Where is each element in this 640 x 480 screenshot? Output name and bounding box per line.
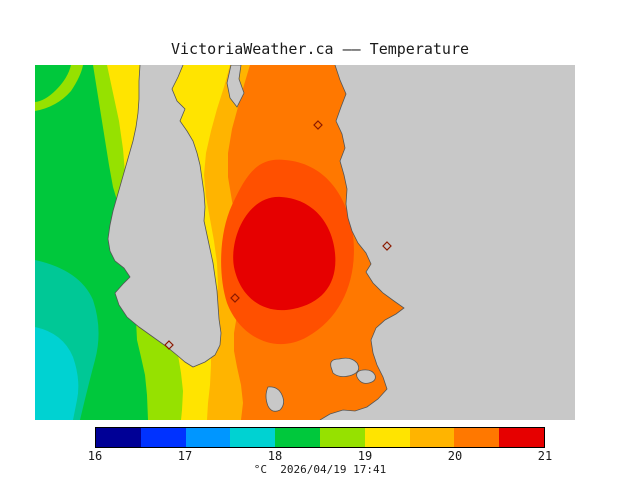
colorbar-tick-label: 19 [357, 449, 373, 463]
station-marker-icon [382, 241, 392, 251]
colorbar-tick-label: 20 [447, 449, 463, 463]
colorbar-ticks: 16 17 18 19 20 21 [88, 449, 552, 463]
colorbar-tick-label: 18 [267, 449, 283, 463]
water-north-notch [226, 64, 245, 108]
island [356, 369, 376, 384]
colorbar-cell [409, 428, 455, 447]
region-red-core [233, 196, 336, 311]
colorbar-cell [275, 428, 320, 447]
colorbar-cell [185, 428, 231, 447]
water-east-strait [320, 65, 575, 420]
region-cyan [35, 327, 79, 420]
station-marker-icon [230, 293, 240, 303]
colorbar-tick-label: 17 [177, 449, 193, 463]
colorbar-tick-label: 16 [87, 449, 103, 463]
temperature-map [35, 64, 575, 421]
water-south-inlet [265, 386, 284, 412]
coastline-inlet [107, 64, 222, 368]
colorbar [95, 427, 545, 448]
colorbar-cell [319, 428, 365, 447]
colorbar-cell [230, 428, 276, 447]
water-inlet-channel [108, 65, 221, 367]
station-marker-icon [164, 340, 174, 350]
footer-caption: °C 2026/04/19 17:41 [0, 463, 640, 476]
datetime-label: 2026/04/19 17:41 [280, 463, 387, 476]
station-markers [164, 120, 392, 350]
colorbar-cell [140, 428, 186, 447]
page-title: VictoriaWeather.ca —— Temperature [170, 40, 469, 58]
temperature-contour-svg [35, 64, 575, 421]
region-corner-arc [35, 65, 83, 111]
coastline-east [319, 64, 405, 421]
colorbar-cell [454, 428, 500, 447]
island [330, 357, 360, 377]
colorbar-cells [96, 428, 544, 447]
colorbar-cell [96, 428, 141, 447]
units-label: °C [253, 463, 268, 476]
colorbar-cell [499, 428, 544, 447]
colorbar-cell [364, 428, 410, 447]
colorbar-tick-label: 21 [537, 449, 553, 463]
station-marker-icon [313, 120, 323, 130]
